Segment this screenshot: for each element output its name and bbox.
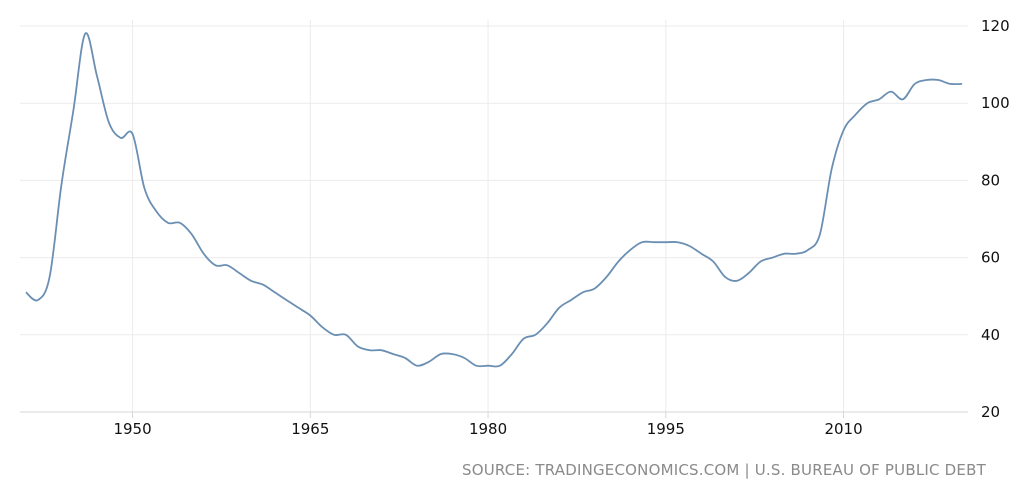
x-tick-label: 1950 (113, 420, 151, 438)
y-tick-label: 20 (981, 403, 1000, 421)
y-tick-label: 80 (981, 171, 1000, 189)
y-tick-label: 60 (981, 249, 1000, 267)
y-tick-label: 40 (981, 326, 1000, 344)
series-line (25, 32, 963, 368)
x-axis: 1950 1965 1980 1995 2010 (113, 412, 863, 438)
y-axis: 20 40 60 80 100 120 (981, 17, 1010, 421)
x-tick-label: 1995 (647, 420, 685, 438)
x-tick-label: 1965 (291, 420, 329, 438)
y-tick-label: 100 (981, 94, 1010, 112)
x-tick-label: 2010 (824, 420, 862, 438)
gridlines (20, 20, 968, 412)
source-note: SOURCE: TRADINGECONOMICS.COM | U.S. BURE… (462, 461, 986, 479)
y-tick-label: 120 (981, 17, 1010, 35)
x-tick-label: 1980 (469, 420, 507, 438)
